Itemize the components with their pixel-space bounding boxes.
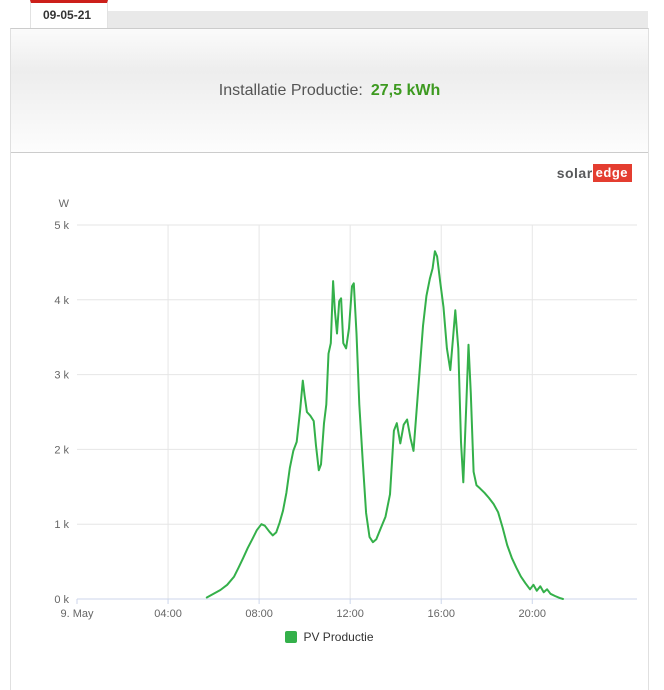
svg-text:5 k: 5 k: [54, 220, 69, 232]
summary-value: 27,5 kWh: [370, 81, 441, 99]
svg-text:1 k: 1 k: [54, 519, 69, 531]
svg-text:0 k: 0 k: [54, 594, 69, 606]
svg-text:20:00: 20:00: [519, 608, 547, 620]
content-panel: Installatie Productie: 27,5 kWh solar edg…: [10, 28, 649, 690]
svg-text:9. May: 9. May: [60, 608, 94, 620]
svg-text:3 k: 3 k: [54, 370, 69, 382]
date-tab-label: 09-05-21: [43, 8, 92, 22]
svg-text:08:00: 08:00: [245, 608, 273, 620]
summary-label: Installatie Productie:: [218, 81, 363, 99]
logo-edge-badge: edge: [592, 164, 632, 182]
svg-text:16:00: 16:00: [427, 608, 455, 620]
legend-swatch: [285, 631, 298, 643]
tab-bar: 09-05-21: [0, 0, 664, 28]
svg-text:04:00: 04:00: [154, 608, 182, 620]
chart-canvas[interactable]: 0 k 1 k 2 k 3 k 4 k 5 k 9. May 04:00 08:00 12:00 1…: [17, 185, 649, 623]
legend-item-pv[interactable]: PV Productie: [285, 630, 374, 644]
summary-panel: Installatie Productie: 27,5 kWh: [11, 29, 648, 153]
logo-solar-text: solar: [556, 165, 593, 181]
svg-text:2 k: 2 k: [54, 444, 69, 456]
date-tab[interactable]: 09-05-21: [30, 0, 109, 28]
solaredge-logo: solar edge: [17, 163, 642, 183]
svg-text:4 k: 4 k: [54, 295, 69, 307]
svg-text:12:00: 12:00: [336, 608, 364, 620]
tab-strip-filler: [108, 11, 648, 28]
chart-legend: PV Productie: [17, 627, 642, 647]
legend-label: PV Productie: [303, 630, 374, 644]
svg-text:W: W: [59, 198, 70, 210]
